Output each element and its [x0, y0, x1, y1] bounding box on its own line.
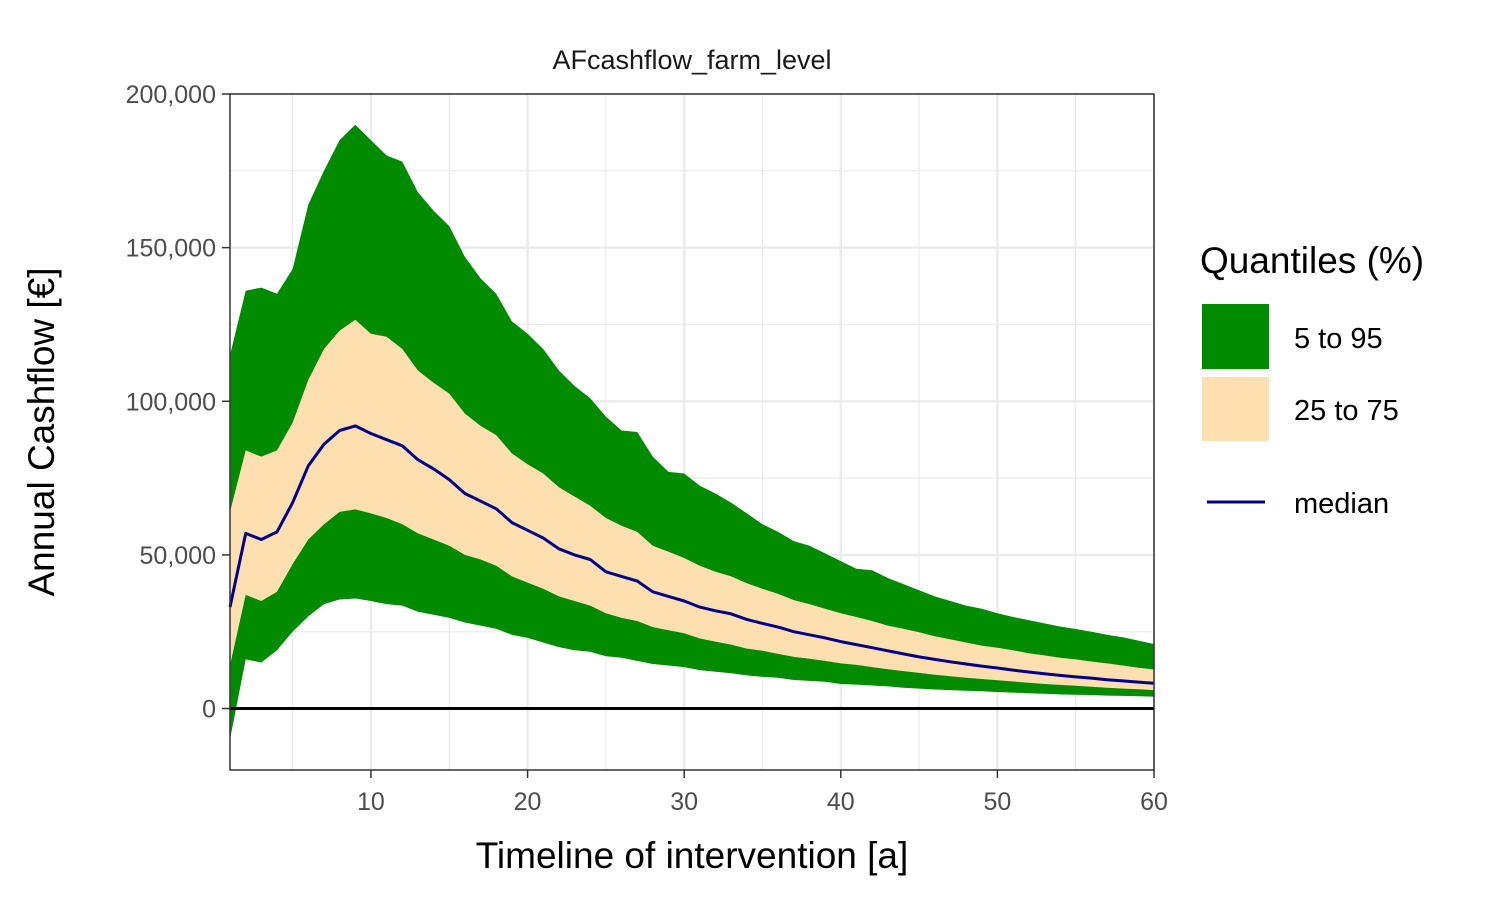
x-axis: 10 20 30 40 50 60	[357, 770, 1168, 816]
series-layer	[228, 124, 1155, 740]
y-tick-label: 50,000	[140, 542, 216, 570]
y-tick-label: 200,000	[126, 81, 216, 109]
x-tick-label: 50	[983, 788, 1011, 816]
plot-panel-border	[229, 93, 1155, 771]
y-axis: 0 50,000 100,000 150,000 200,000	[126, 81, 230, 724]
x-tick-label: 30	[670, 788, 698, 816]
y-tick-label: 150,000	[126, 235, 216, 263]
legend-key-5-to-95	[1202, 304, 1269, 369]
x-tick-label: 10	[357, 788, 385, 816]
legend-key-25-to-75	[1202, 377, 1269, 441]
legend: Quantiles (%) 5 to 95 25 to 75 median	[1200, 240, 1424, 520]
x-axis-title: Timeline of intervention [a]	[476, 835, 909, 876]
band-25-to-75	[230, 319, 1154, 691]
chart-title: AFcashflow_farm_level	[552, 45, 831, 75]
y-tick-label: 0	[202, 696, 216, 724]
legend-label-5-to-95: 5 to 95	[1294, 323, 1383, 355]
legend-label-median: median	[1294, 488, 1389, 520]
x-tick-label: 40	[827, 788, 855, 816]
legend-label-25-to-75: 25 to 75	[1294, 395, 1399, 427]
x-tick-label: 60	[1140, 788, 1168, 816]
x-tick-label: 20	[514, 788, 542, 816]
legend-title: Quantiles (%)	[1200, 240, 1424, 281]
series-line-median	[228, 424, 1155, 685]
band-5-to-95	[230, 124, 1154, 740]
y-tick-label: 100,000	[126, 388, 216, 416]
y-axis-title: Annual Cashflow [€]	[21, 267, 62, 596]
